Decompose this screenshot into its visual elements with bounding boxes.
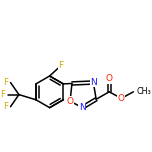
Text: N: N [79, 103, 86, 112]
Text: CH₃: CH₃ [136, 87, 151, 96]
Text: O: O [118, 94, 125, 103]
Text: O: O [67, 97, 74, 106]
Text: F: F [58, 61, 63, 70]
Text: F: F [3, 102, 8, 111]
Text: N: N [90, 78, 97, 87]
Text: F: F [0, 90, 5, 99]
Text: O: O [106, 74, 113, 83]
Text: F: F [3, 78, 8, 87]
